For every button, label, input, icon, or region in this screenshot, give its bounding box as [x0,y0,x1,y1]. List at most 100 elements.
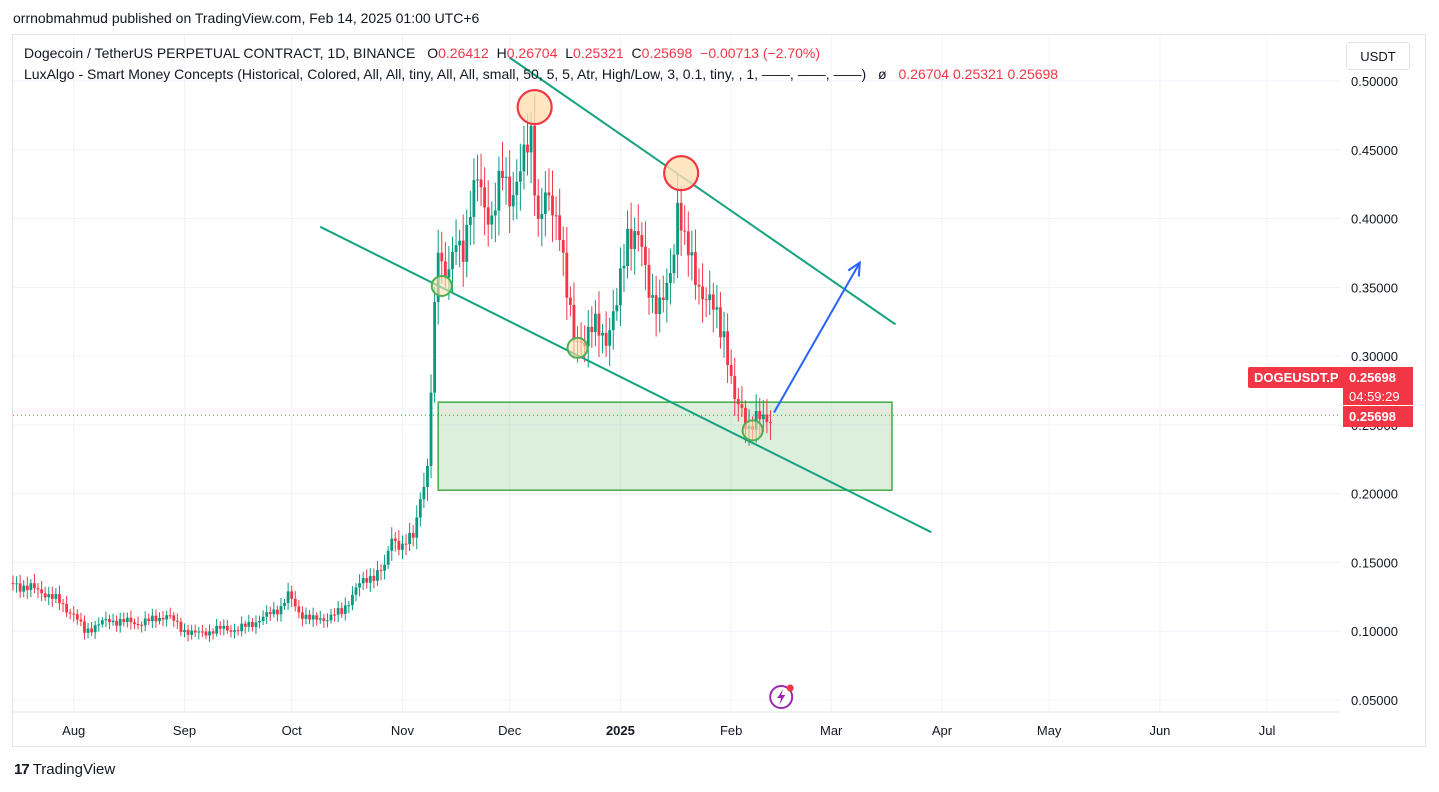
candle-body [336,608,340,615]
countdown-tag: 04:59:29 [1343,387,1413,405]
candle-body [554,215,558,217]
candle-body [33,583,36,589]
candle-body [150,615,154,621]
publisher-line: orrnobmahmud published on TradingView.co… [13,10,480,26]
marked-low-circle[interactable] [430,274,453,297]
candle-body [297,606,301,613]
candle-body [393,538,397,541]
time-tick-label: 2025 [606,723,635,738]
candle-body [308,614,311,620]
high-value: 0.26704 [506,45,558,61]
candle-body [572,304,576,341]
candle-body [286,591,290,603]
candle-body [690,252,694,256]
marked-low-circle[interactable] [741,419,764,442]
candle-body [611,311,615,331]
candle-body [744,407,747,429]
candle-body [729,364,733,376]
candle-body [629,228,633,249]
symbol-legend: Dogecoin / TetherUS PERPETUAL CONTRACT, … [24,45,820,61]
candle-body [465,224,469,262]
high-label: H [496,45,507,61]
marked-low-circle[interactable] [566,336,589,359]
time-tick-label: Dec [498,723,522,738]
candle-body [115,620,119,626]
candle-body [15,583,18,585]
candle-body [608,330,612,346]
candle-body [704,299,708,301]
channel-upper-line[interactable] [509,56,897,326]
candle-body [683,230,687,232]
candle-body [365,578,369,583]
candle-body [50,594,54,599]
candle-body [161,618,165,620]
marked-high-circle[interactable] [663,155,700,192]
candle-body [769,422,772,424]
indicator-values: 0.26704 0.25321 0.25698 [898,66,1059,82]
candle-body [368,575,372,583]
lightning-glyph [777,689,786,705]
candle-body [22,585,26,592]
candle-body [361,578,365,584]
candle-body [401,543,404,550]
candle-body [233,630,236,632]
candle-body [122,618,126,622]
time-tick-label: Apr [932,723,953,738]
candle-body [551,195,554,216]
candle-body [43,593,47,598]
candle-body [408,532,411,545]
candle-body [669,273,672,283]
indicator-legend[interactable]: LuxAlgo - Smart Money Concepts (Historic… [24,66,1058,82]
demand-zone-box[interactable] [437,401,893,492]
candle-body [504,176,508,178]
candle-body [597,313,601,336]
projection-arrow[interactable] [773,262,861,414]
price-tick-label: 0.10000 [1351,624,1398,639]
currency-button[interactable]: USDT [1346,42,1410,70]
candle-body [283,602,286,607]
candle-body [515,181,519,196]
candle-body [165,615,169,620]
candle-body [658,297,662,314]
open-label: O [427,45,439,61]
candle-body [543,192,547,214]
candle-body [351,594,354,606]
candle-body [429,392,433,466]
channel-lower-line[interactable] [319,225,932,534]
tradingview-brand[interactable]: 17 TradingView [14,761,115,778]
price-tick-label: 0.30000 [1351,349,1398,364]
candle-body [183,629,186,633]
candle-body [318,618,322,620]
candle-body [468,216,472,225]
tradingview-logo-icon: 17 [14,761,30,778]
candle-body [386,550,390,565]
candle-body [179,621,183,633]
candle-body [250,622,254,627]
candle-body [218,625,222,629]
candle-body [529,125,533,153]
close-value: 0.25698 [641,45,693,61]
candle-body [644,246,647,265]
candle-body [536,195,540,219]
candle-body [601,332,604,336]
candle-body [326,620,329,622]
candles [11,93,772,642]
candle-body [79,619,83,622]
indicator-name: LuxAlgo - Smart Money Concepts (Historic… [24,66,867,82]
marked-high-circle[interactable] [516,89,553,126]
candle-body [626,228,629,267]
candle-body [200,631,204,633]
candle-body [761,414,765,420]
candle-body [472,180,476,217]
candle-body [511,195,515,207]
candle-body [679,202,683,231]
candle-body [440,252,444,262]
candle-body [676,202,679,255]
candle-body [433,302,437,393]
candle-body [211,631,215,634]
candle-body [329,614,333,621]
candle-body [158,618,161,622]
candle-body [193,630,197,633]
candle-body [540,213,544,219]
